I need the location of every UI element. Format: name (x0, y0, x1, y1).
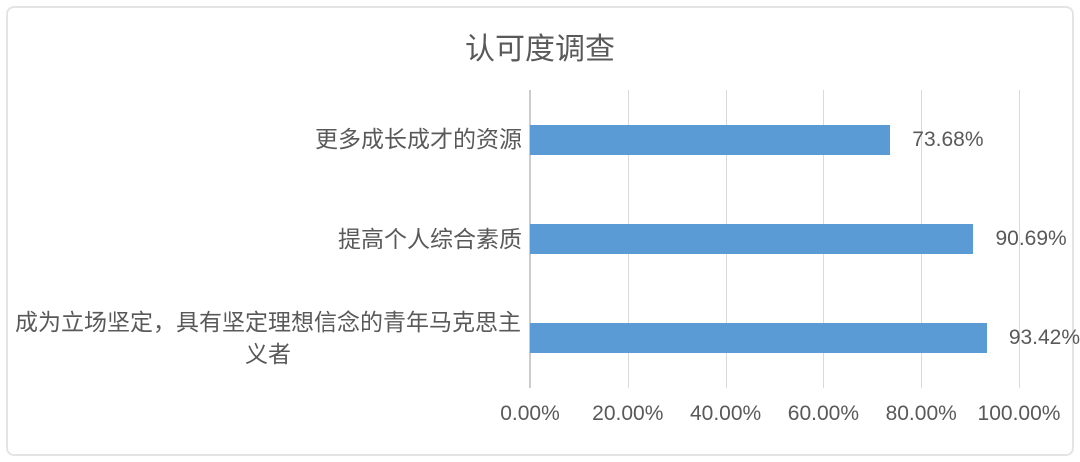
category-label: 提高个人综合素质 (338, 225, 522, 252)
value-label: 73.68% (912, 127, 984, 151)
bar-track: 90.69% (530, 223, 1067, 254)
category-label-cell: 更多成长成才的资源 (0, 123, 530, 156)
category-label: 更多成长成才的资源 (315, 126, 522, 153)
x-axis-tick-labels: 0.00% 20.00% 40.00% 60.00% 80.00% 100.00… (500, 402, 1060, 432)
x-tick-label: 100.00% (977, 402, 1061, 425)
chart-title: 认可度调查 (465, 33, 615, 66)
bar-track: 93.42% (530, 323, 1080, 354)
bar (530, 223, 974, 254)
bar-row: 更多成长成才的资源 73.68% (0, 90, 1080, 189)
value-label: 90.69% (995, 226, 1067, 250)
bar-rows: 更多成长成才的资源 73.68% 提高个人综合素质 90.69% 成为立场坚定，… (0, 90, 1080, 388)
x-tick-label: 60.00% (787, 402, 860, 425)
x-tick-label: 20.00% (592, 402, 664, 425)
bar (530, 323, 987, 354)
x-tick-label: 0.00% (500, 402, 560, 425)
bar (530, 124, 891, 155)
value-label: 93.42% (1008, 326, 1080, 350)
category-label: 成为立场坚定，具有坚定理想信念的青年马克思主义者 (15, 308, 521, 368)
bar-track: 73.68% (530, 124, 1019, 155)
bar-row: 提高个人综合素质 90.69% (0, 189, 1080, 288)
gridline-100pct (1019, 90, 1020, 388)
bar-row: 成为立场坚定，具有坚定理想信念的青年马克思主义者 93.42% (0, 289, 1080, 388)
category-label-cell: 成为立场坚定，具有坚定理想信念的青年马克思主义者 (0, 306, 530, 371)
x-tick-label: 40.00% (689, 402, 762, 425)
x-tick-label: 80.00% (885, 402, 957, 425)
category-label-cell: 提高个人综合素质 (0, 223, 530, 256)
